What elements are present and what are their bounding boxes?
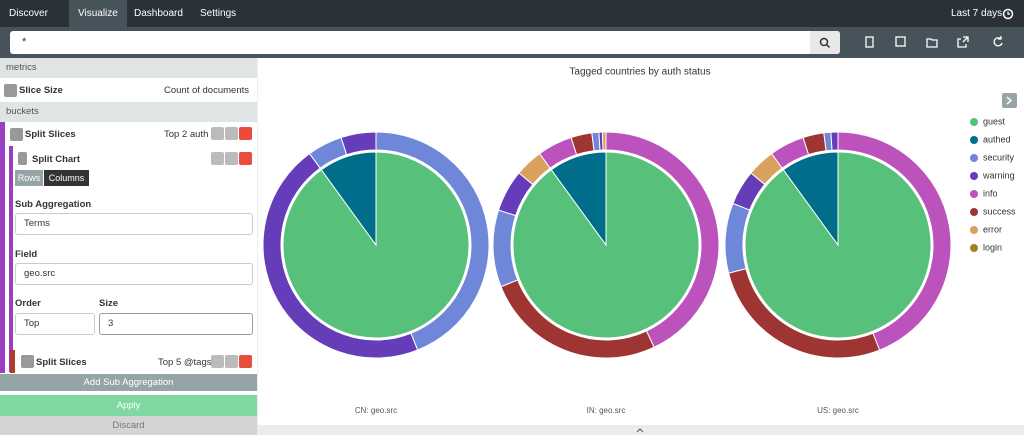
pie-label: CN: geo.src [355, 406, 397, 415]
agg-value: Count of documents [163, 85, 249, 96]
search-button[interactable] [810, 31, 840, 54]
legend-label: info [983, 188, 998, 198]
legend-label: security [983, 152, 1015, 162]
discard-button[interactable]: Discard [0, 416, 257, 435]
legend-swatch [970, 190, 978, 198]
pie-slice [340, 131, 377, 156]
legend-swatch [970, 136, 978, 144]
expand-button[interactable] [4, 84, 17, 97]
up-button[interactable] [211, 127, 224, 140]
collapse-icon[interactable] [636, 428, 644, 433]
share-icon[interactable] [957, 36, 969, 48]
sidebar: metrics Slice Size Count of documents bu… [0, 58, 257, 435]
select[interactable]: Top [15, 313, 95, 335]
select-value: Terms [24, 218, 50, 229]
pie-label: US: geo.src [817, 406, 859, 415]
select-value: geo.src [24, 268, 56, 279]
save-icon[interactable] [895, 36, 906, 47]
legend-swatch [970, 154, 978, 162]
legend-swatch [970, 208, 978, 216]
time-picker[interactable]: Last 7 days [951, 8, 1003, 19]
search-input[interactable]: * [10, 31, 840, 54]
legend-swatch [970, 226, 978, 234]
legend-label: login [983, 242, 1002, 252]
select-value: Top [24, 318, 40, 329]
agg-border [0, 122, 5, 373]
legend-toggle[interactable] [1002, 93, 1017, 108]
field-label: Field [15, 249, 38, 260]
agg-label: Slice Size [19, 85, 63, 96]
agg-border [10, 350, 15, 373]
expand-button[interactable] [10, 128, 23, 141]
chart: Tagged countries by auth status CN: geo.… [257, 58, 1024, 435]
pie-slice [601, 131, 607, 151]
pie-slice [320, 151, 377, 247]
apply-button[interactable]: Apply [0, 395, 257, 416]
legend-label: error [983, 224, 1002, 234]
pie-slice [782, 151, 839, 247]
section-header: buckets [0, 102, 257, 122]
button-label: Apply [116, 400, 141, 411]
remove-button[interactable] [239, 127, 252, 140]
legend-label: authed [983, 134, 1011, 144]
toggle-rows[interactable]: Rows [15, 170, 43, 186]
field-label: Order [15, 298, 41, 309]
legend-toggle-icon [1006, 96, 1013, 105]
toolbar-icons [865, 36, 1003, 48]
up-button[interactable] [211, 152, 224, 165]
search-icon [819, 37, 831, 49]
refresh-icon[interactable] [993, 36, 1003, 47]
down-button[interactable] [225, 152, 238, 165]
field-label: Size [99, 298, 119, 309]
button-label: Add Sub Aggregation [83, 377, 174, 388]
agg-label: Split Slices [25, 129, 76, 140]
number-input[interactable]: 3 [99, 313, 253, 335]
input-value: 3 [108, 318, 114, 329]
top-nav: Discover Visualize Dashboard Settings La… [0, 0, 1024, 27]
nav-tab[interactable]: Settings [200, 8, 237, 19]
agg-label: Split Slices [36, 357, 87, 368]
clock-icon[interactable] [1002, 8, 1014, 20]
add-sub-agg-button[interactable]: Add Sub Aggregation [0, 374, 257, 391]
down-button[interactable] [225, 355, 238, 368]
agg-border [9, 146, 13, 372]
remove-button[interactable] [239, 152, 252, 165]
expand-button[interactable] [21, 355, 34, 368]
agg-summary: Top 5 @tags [158, 357, 212, 368]
open-icon[interactable] [926, 38, 938, 48]
expand-button[interactable] [18, 152, 27, 165]
remove-button[interactable] [239, 355, 252, 368]
chart-title: Tagged countries by auth status [569, 67, 710, 78]
up-button[interactable] [211, 355, 224, 368]
nav-tab[interactable]: Dashboard [134, 8, 183, 19]
query-text: * [22, 36, 27, 48]
pie-label: IN: geo.src [587, 406, 626, 415]
field-label: Sub Aggregation [15, 199, 92, 210]
agg-label: Split Chart [32, 154, 81, 165]
legend-label: warning [982, 170, 1015, 180]
pie-slice [550, 151, 607, 247]
toggle-columns[interactable]: Columns [44, 170, 89, 186]
down-button[interactable] [225, 127, 238, 140]
nav-tab[interactable]: Visualize [69, 0, 127, 27]
nav-tab[interactable]: Discover [9, 8, 48, 19]
pie-slice [830, 131, 839, 151]
select[interactable]: Terms [15, 213, 253, 235]
section-header: metrics [0, 58, 257, 78]
legend-swatch [970, 172, 978, 180]
button-label: Discard [112, 420, 145, 431]
legend-label: guest [983, 116, 1006, 126]
legend-swatch [970, 244, 978, 252]
legend-swatch [970, 118, 978, 126]
new-icon[interactable] [865, 36, 874, 48]
legend-label: success [983, 206, 1016, 216]
select[interactable]: geo.src [15, 263, 253, 285]
agg-summary: Top 2 auth [164, 129, 209, 140]
